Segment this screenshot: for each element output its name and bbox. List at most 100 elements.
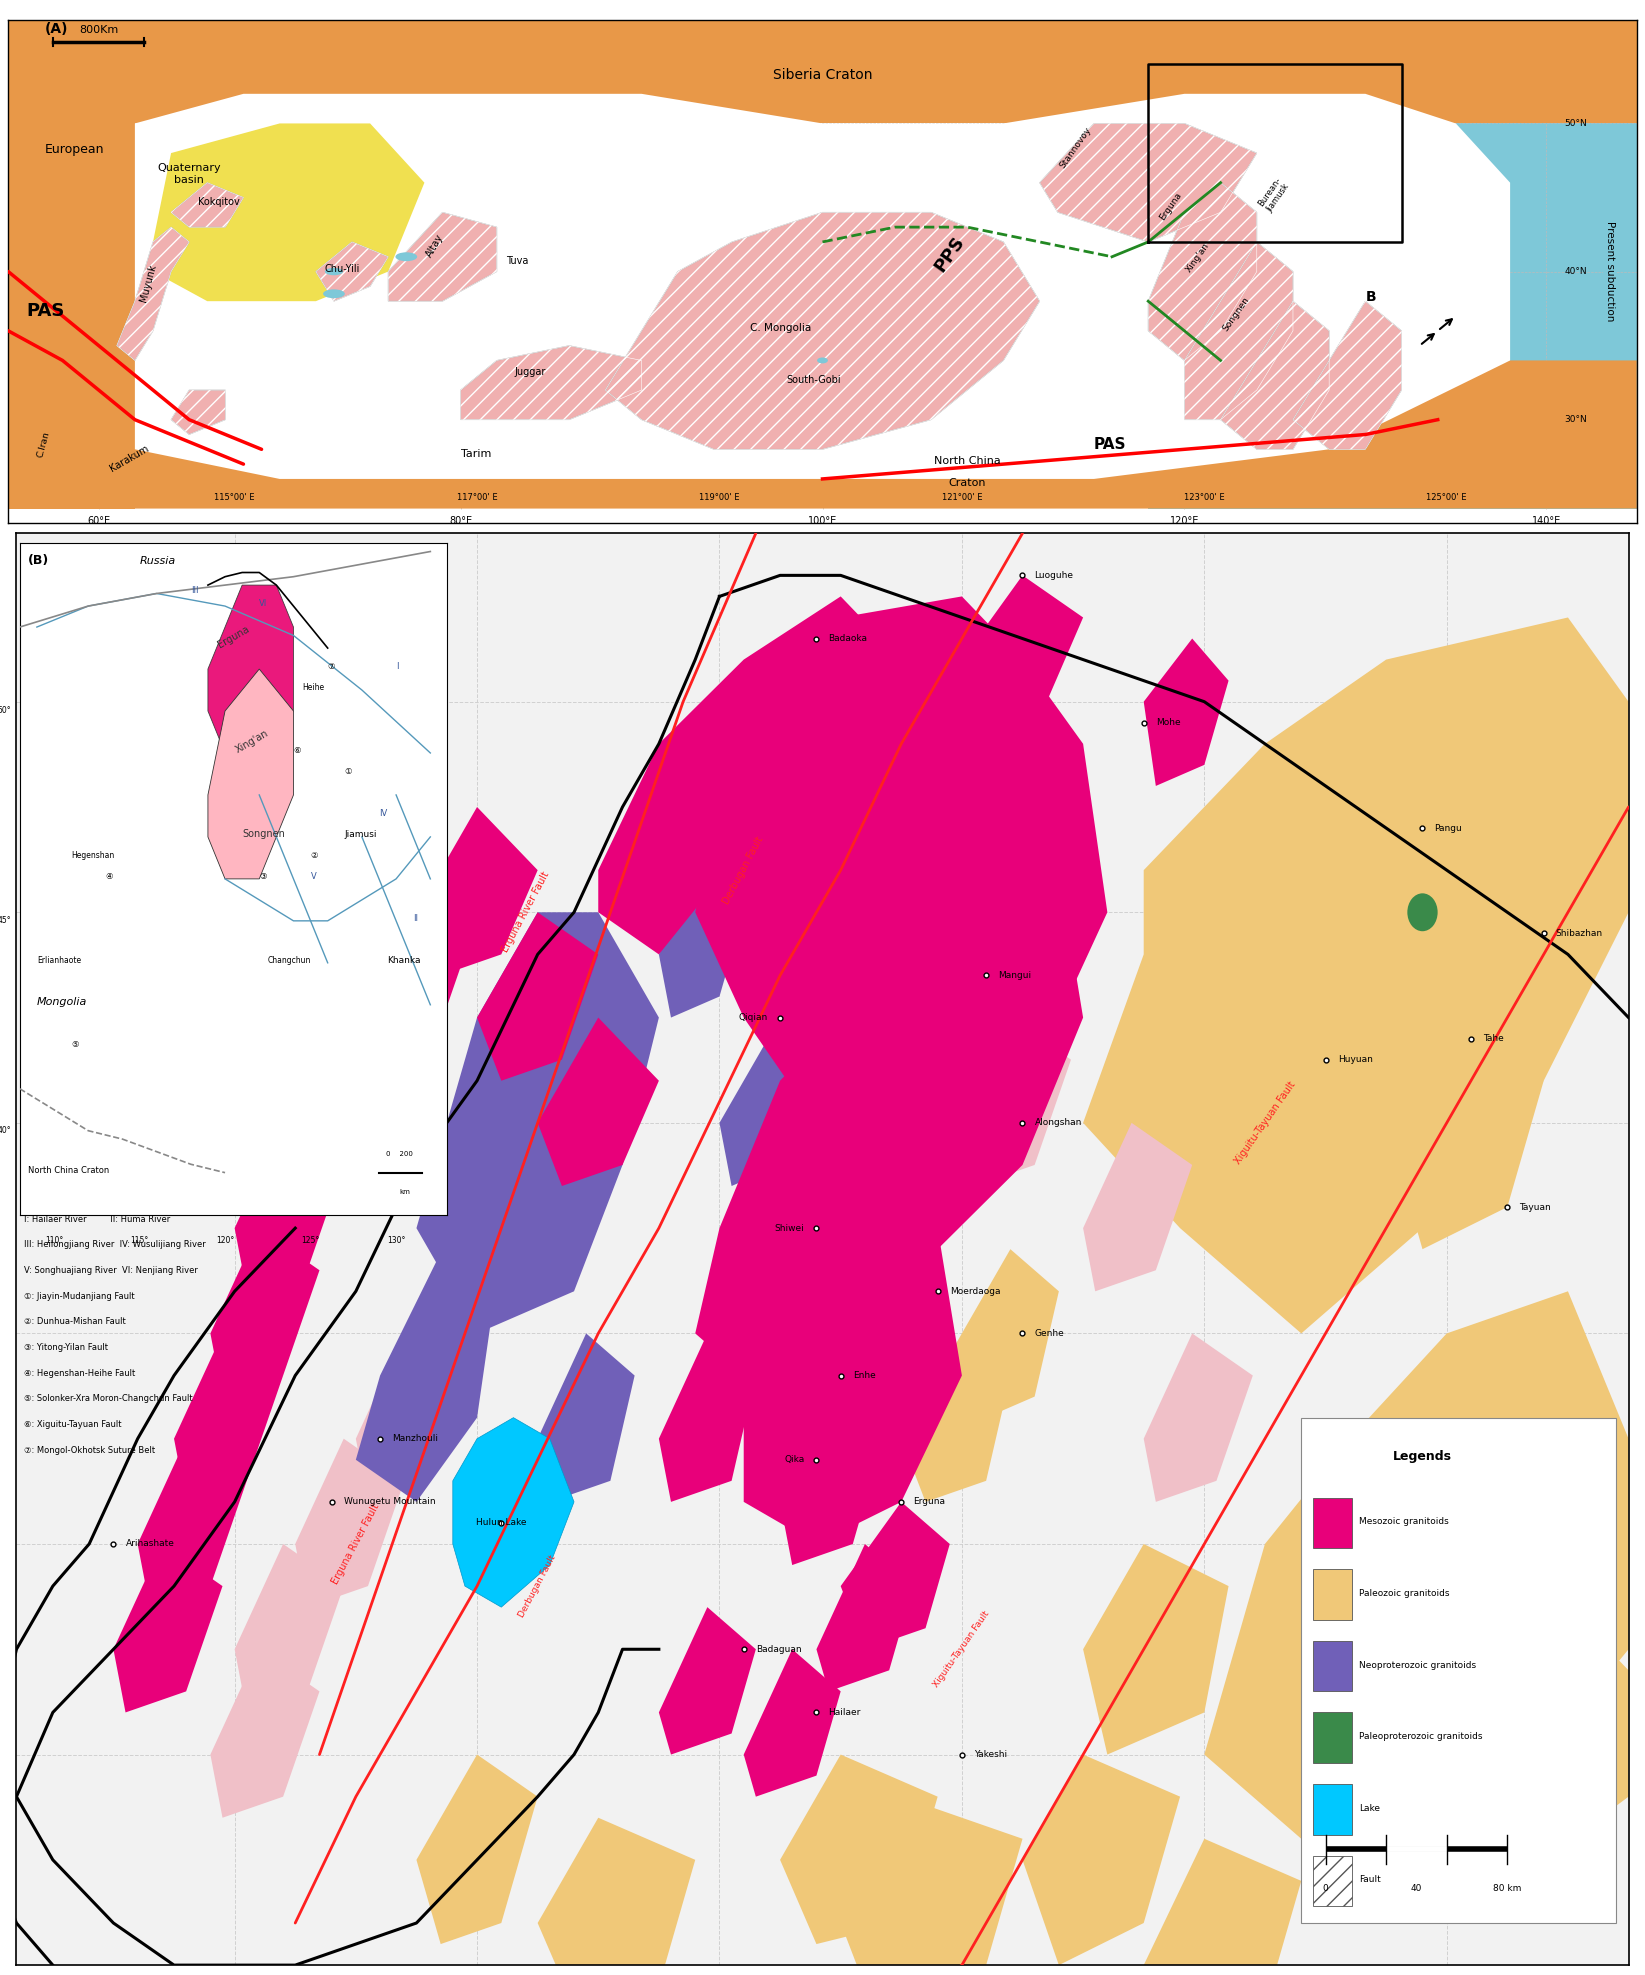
Text: North China: North China (934, 456, 1000, 466)
Polygon shape (316, 241, 388, 300)
Polygon shape (660, 871, 744, 1017)
Text: Erguna: Erguna (1158, 190, 1183, 221)
Text: Quaternary
basin: Quaternary basin (158, 164, 220, 186)
Polygon shape (1507, 1608, 1629, 1860)
Polygon shape (1184, 241, 1293, 419)
Text: 121°00' E: 121°00' E (941, 492, 982, 502)
Text: PAS: PAS (26, 302, 64, 320)
Text: Erguna River Fault: Erguna River Fault (331, 1501, 382, 1586)
Text: Jiamusi: Jiamusi (345, 830, 377, 839)
Polygon shape (605, 211, 1040, 448)
Bar (1313, 1856, 1352, 1906)
Polygon shape (780, 1754, 938, 1943)
Text: 80°E: 80°E (449, 515, 472, 525)
Text: Qika: Qika (785, 1456, 804, 1463)
Polygon shape (461, 346, 642, 419)
Text: IV: IV (378, 810, 387, 818)
Text: Present subduction: Present subduction (1604, 221, 1615, 322)
Text: Derbugan Fault: Derbugan Fault (518, 1554, 558, 1620)
Text: Badaguan: Badaguan (755, 1645, 801, 1653)
Polygon shape (235, 1124, 344, 1292)
Polygon shape (388, 211, 497, 300)
Text: Shibazhan: Shibazhan (1556, 928, 1602, 938)
Text: Tarim: Tarim (461, 448, 490, 458)
Text: ②: Dunhua-Mishan Fault: ②: Dunhua-Mishan Fault (25, 1317, 127, 1327)
Polygon shape (211, 1649, 319, 1817)
Text: ②: ② (311, 851, 317, 859)
Polygon shape (660, 1333, 755, 1501)
Text: European: European (44, 142, 104, 156)
Text: Xing'an: Xing'an (1184, 241, 1211, 275)
Text: II: II (413, 914, 418, 922)
Text: Lake: Lake (1359, 1803, 1380, 1813)
Text: Songnen: Songnen (242, 830, 285, 839)
Text: Juggar: Juggar (515, 367, 546, 377)
Ellipse shape (326, 269, 344, 275)
Bar (1313, 1570, 1352, 1619)
Text: I: Hailaer River         II: Huma River: I: Hailaer River II: Huma River (25, 1215, 171, 1224)
Polygon shape (171, 182, 243, 227)
Text: Tayuan: Tayuan (1520, 1203, 1551, 1211)
Text: PAS: PAS (1094, 436, 1127, 452)
Text: C. Mongolia: C. Mongolia (750, 322, 811, 334)
Text: Badaoka: Badaoka (829, 634, 867, 644)
Polygon shape (235, 1544, 344, 1712)
Text: Burean-
Jiamusk: Burean- Jiamusk (1257, 176, 1291, 215)
Text: Pangu: Pangu (1434, 824, 1462, 833)
Text: Manzhouli: Manzhouli (392, 1434, 438, 1444)
Polygon shape (1082, 618, 1629, 1333)
Text: ④: Hegenshan-Heihe Fault: ④: Hegenshan-Heihe Fault (25, 1369, 135, 1379)
Text: Heihe: Heihe (303, 683, 324, 691)
Polygon shape (841, 1797, 1023, 1975)
Text: ⑤: ⑤ (71, 1039, 79, 1049)
Text: 140°E: 140°E (1531, 515, 1561, 525)
Text: Xing'an: Xing'an (234, 729, 270, 754)
Text: ⑤: Solonker-Xra Moron-Changchun Fault: ⑤: Solonker-Xra Moron-Changchun Fault (25, 1394, 192, 1404)
Text: Hailaer: Hailaer (829, 1708, 860, 1716)
Text: Paleozoic granitoids: Paleozoic granitoids (1359, 1590, 1449, 1598)
Polygon shape (696, 596, 1107, 1165)
Text: Siberia Craton: Siberia Craton (773, 67, 872, 83)
Text: ③: ③ (260, 871, 266, 881)
Text: Hegenshan: Hegenshan (71, 851, 114, 859)
Text: Moerdaoga: Moerdaoga (949, 1288, 1000, 1296)
Text: Wunugetu Mountain: Wunugetu Mountain (344, 1497, 436, 1507)
Text: Craton: Craton (949, 478, 985, 488)
Text: Genhe: Genhe (1035, 1329, 1064, 1337)
Text: 0: 0 (1323, 1884, 1329, 1894)
Polygon shape (1082, 1124, 1193, 1292)
Text: Songnen: Songnen (1221, 294, 1250, 334)
Text: 30°N: 30°N (1564, 415, 1587, 425)
Text: C.Iran: C.Iran (36, 431, 51, 458)
Text: Karakum: Karakum (109, 442, 150, 474)
Polygon shape (8, 20, 1637, 122)
Polygon shape (901, 1333, 1010, 1501)
Polygon shape (211, 1228, 319, 1396)
Polygon shape (171, 389, 225, 434)
Text: 125°00' E: 125°00' E (1426, 492, 1467, 502)
Text: km: km (400, 1189, 410, 1195)
Polygon shape (452, 1418, 574, 1608)
Text: Muyunk: Muyunk (138, 263, 158, 304)
Text: Huyuan: Huyuan (1337, 1055, 1372, 1065)
Text: VI: VI (260, 598, 268, 608)
Polygon shape (962, 1250, 1059, 1418)
Text: 125°: 125° (301, 1236, 319, 1244)
Polygon shape (901, 618, 1010, 764)
Polygon shape (1143, 638, 1229, 786)
Ellipse shape (1408, 893, 1438, 932)
Text: Legends: Legends (1393, 1450, 1453, 1463)
Polygon shape (207, 670, 293, 879)
Text: Tuva: Tuva (507, 257, 528, 267)
Text: Mesozoic granitoids: Mesozoic granitoids (1359, 1517, 1449, 1527)
Polygon shape (1293, 300, 1402, 448)
Text: Qiqian: Qiqian (739, 1013, 768, 1021)
Text: ⑥: Xiguitu-Tayuan Fault: ⑥: Xiguitu-Tayuan Fault (25, 1420, 122, 1430)
Text: 117°00' E: 117°00' E (457, 492, 497, 502)
Polygon shape (114, 1544, 222, 1712)
Text: 120°E: 120°E (1170, 515, 1199, 525)
Text: (B): (B) (28, 555, 49, 567)
Text: Altay: Altay (424, 233, 446, 259)
Text: (A): (A) (44, 22, 67, 36)
Text: 80 km: 80 km (1494, 1884, 1522, 1894)
